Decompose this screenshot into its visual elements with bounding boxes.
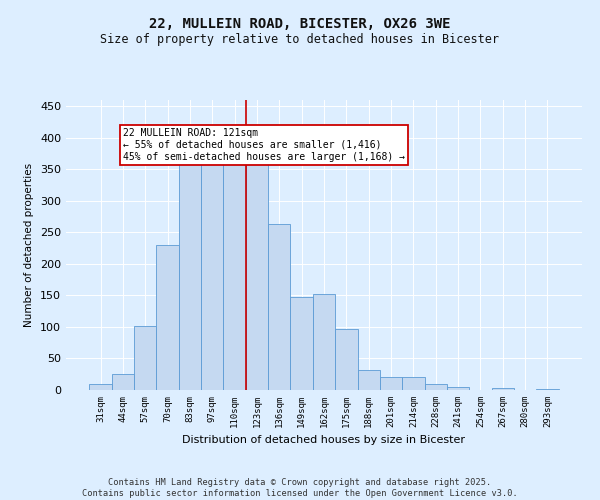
Bar (380, 378, 402, 390)
Bar (246, 162, 268, 390)
Bar (290, 296, 313, 390)
Bar (157, 245, 179, 390)
Bar (179, 156, 201, 390)
X-axis label: Distribution of detached houses by size in Bicester: Distribution of detached houses by size … (182, 436, 466, 446)
Bar (201, 154, 223, 390)
Bar (268, 224, 290, 390)
Bar (358, 370, 380, 390)
Text: 22, MULLEIN ROAD, BICESTER, OX26 3WE: 22, MULLEIN ROAD, BICESTER, OX26 3WE (149, 18, 451, 32)
Bar (335, 329, 358, 390)
Bar (425, 384, 447, 390)
Bar (223, 152, 246, 390)
Bar (313, 294, 335, 390)
Bar (402, 378, 425, 390)
Bar (491, 388, 514, 390)
Text: Size of property relative to detached houses in Bicester: Size of property relative to detached ho… (101, 32, 499, 46)
Bar (112, 374, 134, 390)
Bar (536, 388, 559, 390)
Y-axis label: Number of detached properties: Number of detached properties (25, 163, 34, 327)
Bar (447, 387, 469, 390)
Text: Contains HM Land Registry data © Crown copyright and database right 2025.
Contai: Contains HM Land Registry data © Crown c… (82, 478, 518, 498)
Text: 22 MULLEIN ROAD: 121sqm
← 55% of detached houses are smaller (1,416)
45% of semi: 22 MULLEIN ROAD: 121sqm ← 55% of detache… (123, 128, 405, 162)
Bar (134, 326, 157, 390)
Bar (89, 384, 112, 390)
